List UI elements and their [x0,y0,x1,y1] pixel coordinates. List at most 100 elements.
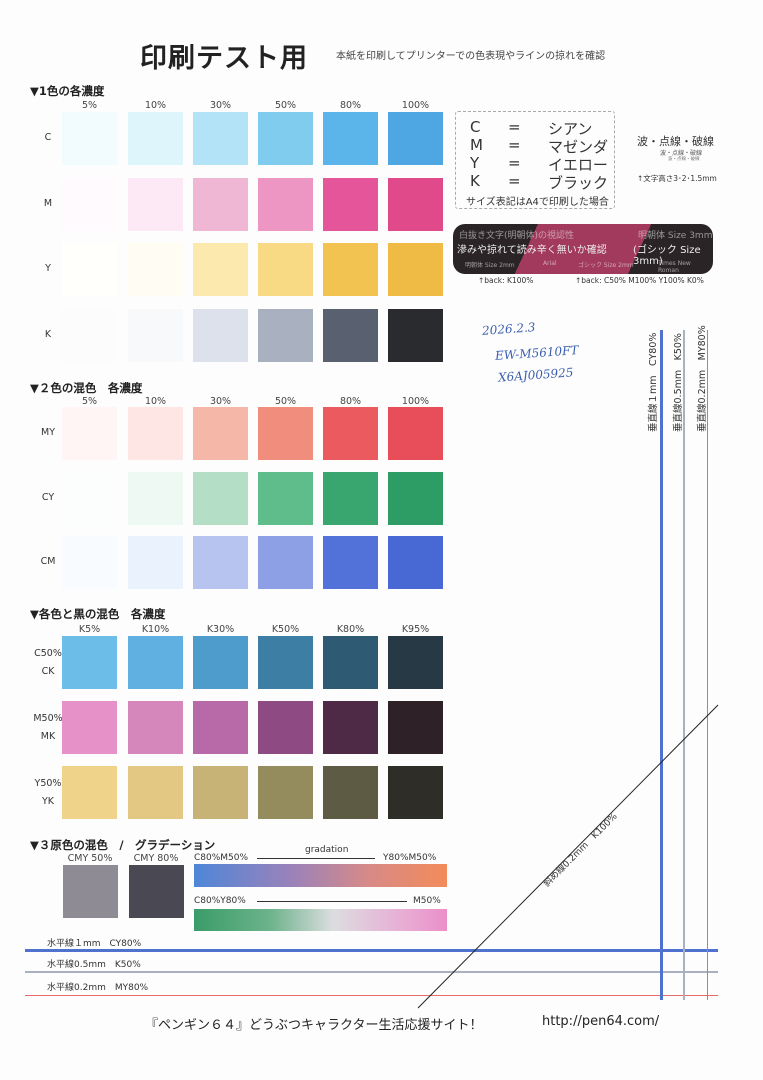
color-swatch [193,471,248,525]
color-swatch [323,471,378,525]
row-label: M [43,197,53,209]
color-swatch [323,766,378,819]
hline-2-label: 水平線0.5mm K50% [47,960,141,970]
color-swatch [388,701,443,754]
column-label: 30% [209,396,232,407]
color-swatch [258,308,313,362]
color-swatch [128,536,183,589]
color-swatch [388,766,443,819]
vertical-line-05mm [683,330,685,1000]
color-swatch [128,407,183,460]
column-label: K10% [141,624,170,635]
arrow-line [257,858,375,859]
footer-url[interactable]: http://pen64.com/ [542,1014,660,1029]
page-title: 印刷テスト用 [140,43,308,74]
hline-3-label: 水平線0.2mm MY80% [47,983,149,993]
line-style-sub2: 波・点線・破線 [668,157,700,162]
section4-heading: ▼３原色の混色 / グラデーション [30,838,216,852]
banner-text: Times New Roman [658,260,691,274]
color-swatch [62,177,117,231]
banner-text: 白抜き文字(明朝体)の視認性 [459,231,575,241]
color-swatch [193,636,248,689]
column-label: 5% [81,396,98,407]
line-style-sub1: 波・点線・破線 [660,150,703,157]
row-label: Y50% [34,778,62,789]
cmy80-label: CMY 80% [133,853,179,864]
row-sublabel: CK [41,666,55,677]
row-label: C [44,132,52,143]
color-swatch [388,112,443,165]
cmyk-legend: C = シアン M = マゼンダ Y = イエロー K = ブラック サイズ表記はA4で印刷した… [455,111,615,209]
color-swatch [258,766,313,819]
color-swatch [323,308,378,362]
gradation2-left-label: C80%Y80% [194,896,246,906]
column-label: 30% [209,100,232,111]
column-label: K95% [401,624,430,635]
color-swatch [258,636,313,689]
column-label: K5% [78,624,101,635]
banner-text: (ゴシック Size 3mm) [633,245,701,267]
color-swatch [193,308,248,362]
gradation2-right-label: M50% [413,896,441,906]
gradation1-right-label: Y80%M50% [383,853,437,863]
color-swatch [193,536,248,589]
horizontal-line-05mm [25,971,718,973]
horizontal-line-02mm [25,995,718,996]
color-swatch [62,701,117,754]
color-swatch [258,407,313,460]
color-swatch [323,636,378,689]
row-label: CM [40,556,56,567]
color-swatch [128,766,183,819]
color-swatch [128,701,183,754]
color-swatch [258,243,313,296]
color-swatch [62,536,117,589]
color-swatch [193,701,248,754]
color-swatch [128,112,183,165]
text-height-note: ↑文字高さ3･2･1.5mm [637,174,717,183]
section3-heading: ▼各色と黒の混色 各濃度 [30,607,166,621]
color-swatch [323,243,378,296]
gradation1-left-label: C80%M50% [194,853,249,863]
row-label: Y [45,263,51,274]
column-label: 100% [401,396,430,407]
arrow-line [257,901,407,902]
row-label: M50% [33,713,63,724]
banner-text: ゴシック Size 2mm [578,262,634,269]
color-swatch [193,177,248,231]
row-sublabel: MK [40,731,56,742]
gradation-label: gradation [305,845,349,855]
color-swatch [128,636,183,689]
color-swatch [323,112,378,165]
column-label: K50% [271,624,300,635]
color-swatch [62,636,117,689]
column-label: 50% [274,100,297,111]
banner-back-2: ↑back: C50% M100% Y100% K0% [575,276,704,285]
vertical-line-1mm [660,330,663,1000]
page-subtitle: 本紙を印刷してプリンターでの色表現やラインの掠れを確認 [336,51,606,62]
legend-row: M = マゼンダ [470,136,609,156]
color-swatch [62,308,117,362]
color-swatch [62,243,117,296]
color-swatch [128,243,183,296]
color-swatch [128,308,183,362]
column-label: 80% [339,396,362,407]
gradation-bar-2 [194,909,447,931]
column-label: 10% [144,396,167,407]
row-sublabel: YK [41,796,55,807]
color-swatch [193,407,248,460]
column-label: 50% [274,396,297,407]
hline-1-label: 水平線１mm CY80% [47,939,142,949]
gradation-bar-1 [194,864,447,887]
color-swatch [388,536,443,589]
color-swatch [258,536,313,589]
color-swatch [62,407,117,460]
column-label: 100% [401,100,430,111]
color-swatch [258,701,313,754]
column-label: 10% [144,100,167,111]
color-swatch [388,636,443,689]
column-label: K30% [206,624,235,635]
legend-row: K = ブラック [470,172,609,192]
color-swatch [193,766,248,819]
